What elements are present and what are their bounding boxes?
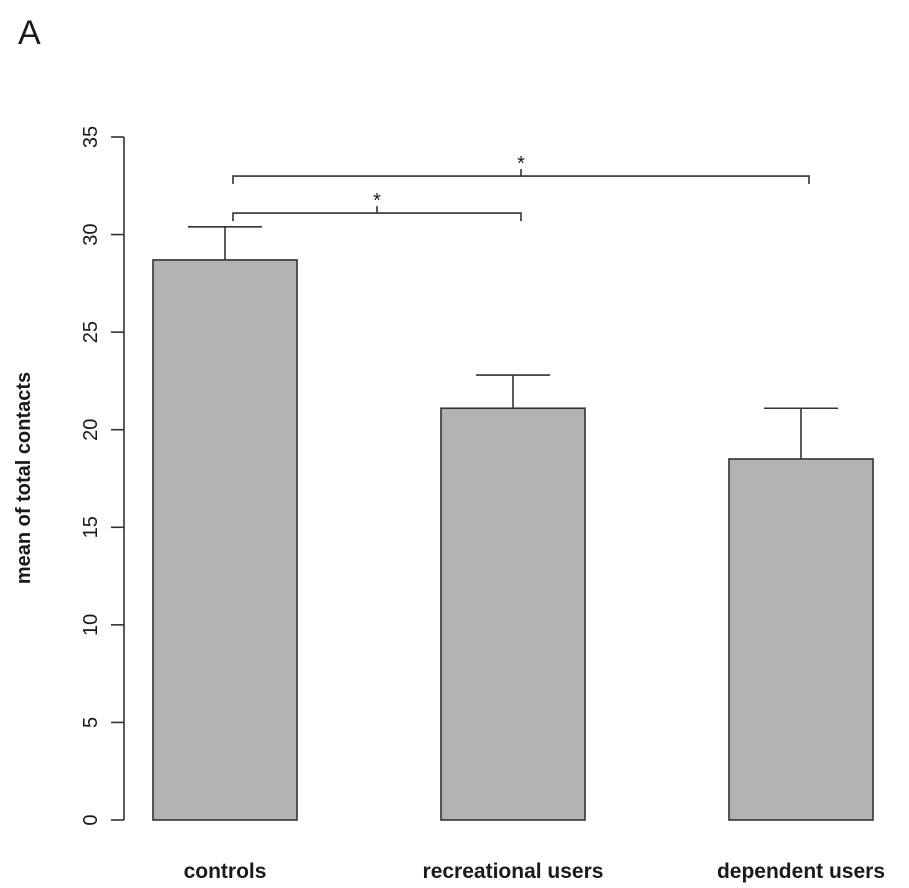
significance-star: * <box>373 190 381 212</box>
y-tick-label: 25 <box>80 321 102 343</box>
y-tick-label: 10 <box>80 614 102 636</box>
x-axis-labels: controls recreational users dependent user… <box>184 860 885 883</box>
bar <box>152 259 298 821</box>
y-axis-label: mean of total contacts <box>13 372 35 584</box>
x-category-label: controls <box>184 860 267 883</box>
y-axis: 0 5 10 15 20 25 30 35 <box>80 126 125 826</box>
error-bars <box>188 225 838 459</box>
y-tick-label: 0 <box>80 814 102 825</box>
y-tick-label: 20 <box>80 419 102 441</box>
significance-bracket <box>232 175 810 185</box>
significance-star: * <box>517 153 525 175</box>
x-category-label: recreational users <box>423 860 604 883</box>
significance-brackets: ** <box>232 153 810 222</box>
y-tick-label: 15 <box>80 516 102 538</box>
y-tick-label: 30 <box>80 223 102 245</box>
bars <box>152 259 874 821</box>
x-category-label: dependent users <box>717 860 885 883</box>
y-tick-label: 35 <box>80 126 102 148</box>
significance-bracket <box>232 212 522 222</box>
panel-label: A <box>18 14 41 52</box>
bar <box>440 407 586 821</box>
bar <box>728 458 874 821</box>
y-tick-label: 5 <box>80 717 102 728</box>
